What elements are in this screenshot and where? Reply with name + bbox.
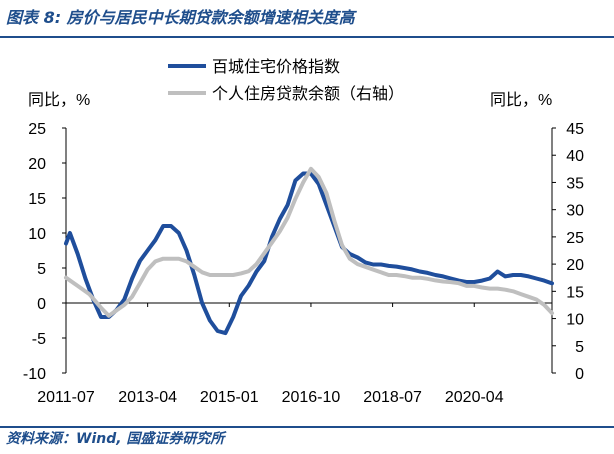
- legend-label-2: 个人住房贷款余额（右轴）: [212, 84, 404, 103]
- y-tick-label-right: 30: [566, 203, 584, 220]
- x-tick-label: 2015-01: [200, 389, 259, 406]
- title-rule: [0, 36, 614, 38]
- y-tick-label-left: 5: [37, 261, 46, 278]
- x-tick-label: 2016-10: [282, 389, 341, 406]
- y-axis-label-right: 同比，%: [490, 91, 552, 109]
- y-axis-label-left: 同比，%: [28, 91, 90, 109]
- x-tick-label: 2013-04: [118, 389, 177, 406]
- y-tick-label-left: -10: [23, 366, 46, 383]
- y-tick-label-right: 45: [566, 121, 584, 138]
- legend-label-1: 百城住宅价格指数: [212, 57, 340, 76]
- series-line-1: [64, 171, 554, 336]
- series-line-2: [64, 166, 554, 318]
- y-tick-label-right: 40: [566, 148, 584, 165]
- chart-title: 图表 8: 房价与居民中长期贷款余额增速相关度高: [6, 8, 355, 27]
- y-tick-label-right: 20: [566, 257, 584, 274]
- y-tick-label-left: 15: [28, 191, 46, 208]
- y-tick-label-left: 0: [37, 296, 46, 313]
- y-tick-label-left: 20: [28, 156, 46, 173]
- y-tick-label-left: 10: [28, 226, 46, 243]
- source-note: 资料来源：Wind, 国盛证券研究所: [6, 431, 225, 447]
- series-layer: [64, 166, 554, 336]
- footer-rule: [0, 426, 614, 428]
- x-tick-label: 2020-04: [445, 389, 504, 406]
- y-tick-label-right: 0: [575, 366, 584, 383]
- y-tick-label-right: 35: [566, 175, 584, 192]
- y-tick-label-left: 25: [28, 121, 46, 138]
- y-tick-label-right: 5: [575, 339, 584, 356]
- y-tick-label-right: 25: [566, 230, 584, 247]
- y-tick-label-left: -5: [32, 331, 46, 348]
- x-tick-label: 2011-07: [37, 389, 95, 406]
- y-tick-label-right: 10: [566, 312, 584, 329]
- x-tick-label: 2018-07: [363, 389, 422, 406]
- axes: -10 -5 0 5 10 15 20 25 0 5 10 15 20 25 30 35 40 45 2011-07…: [23, 121, 584, 406]
- y-tick-label-right: 15: [566, 284, 584, 301]
